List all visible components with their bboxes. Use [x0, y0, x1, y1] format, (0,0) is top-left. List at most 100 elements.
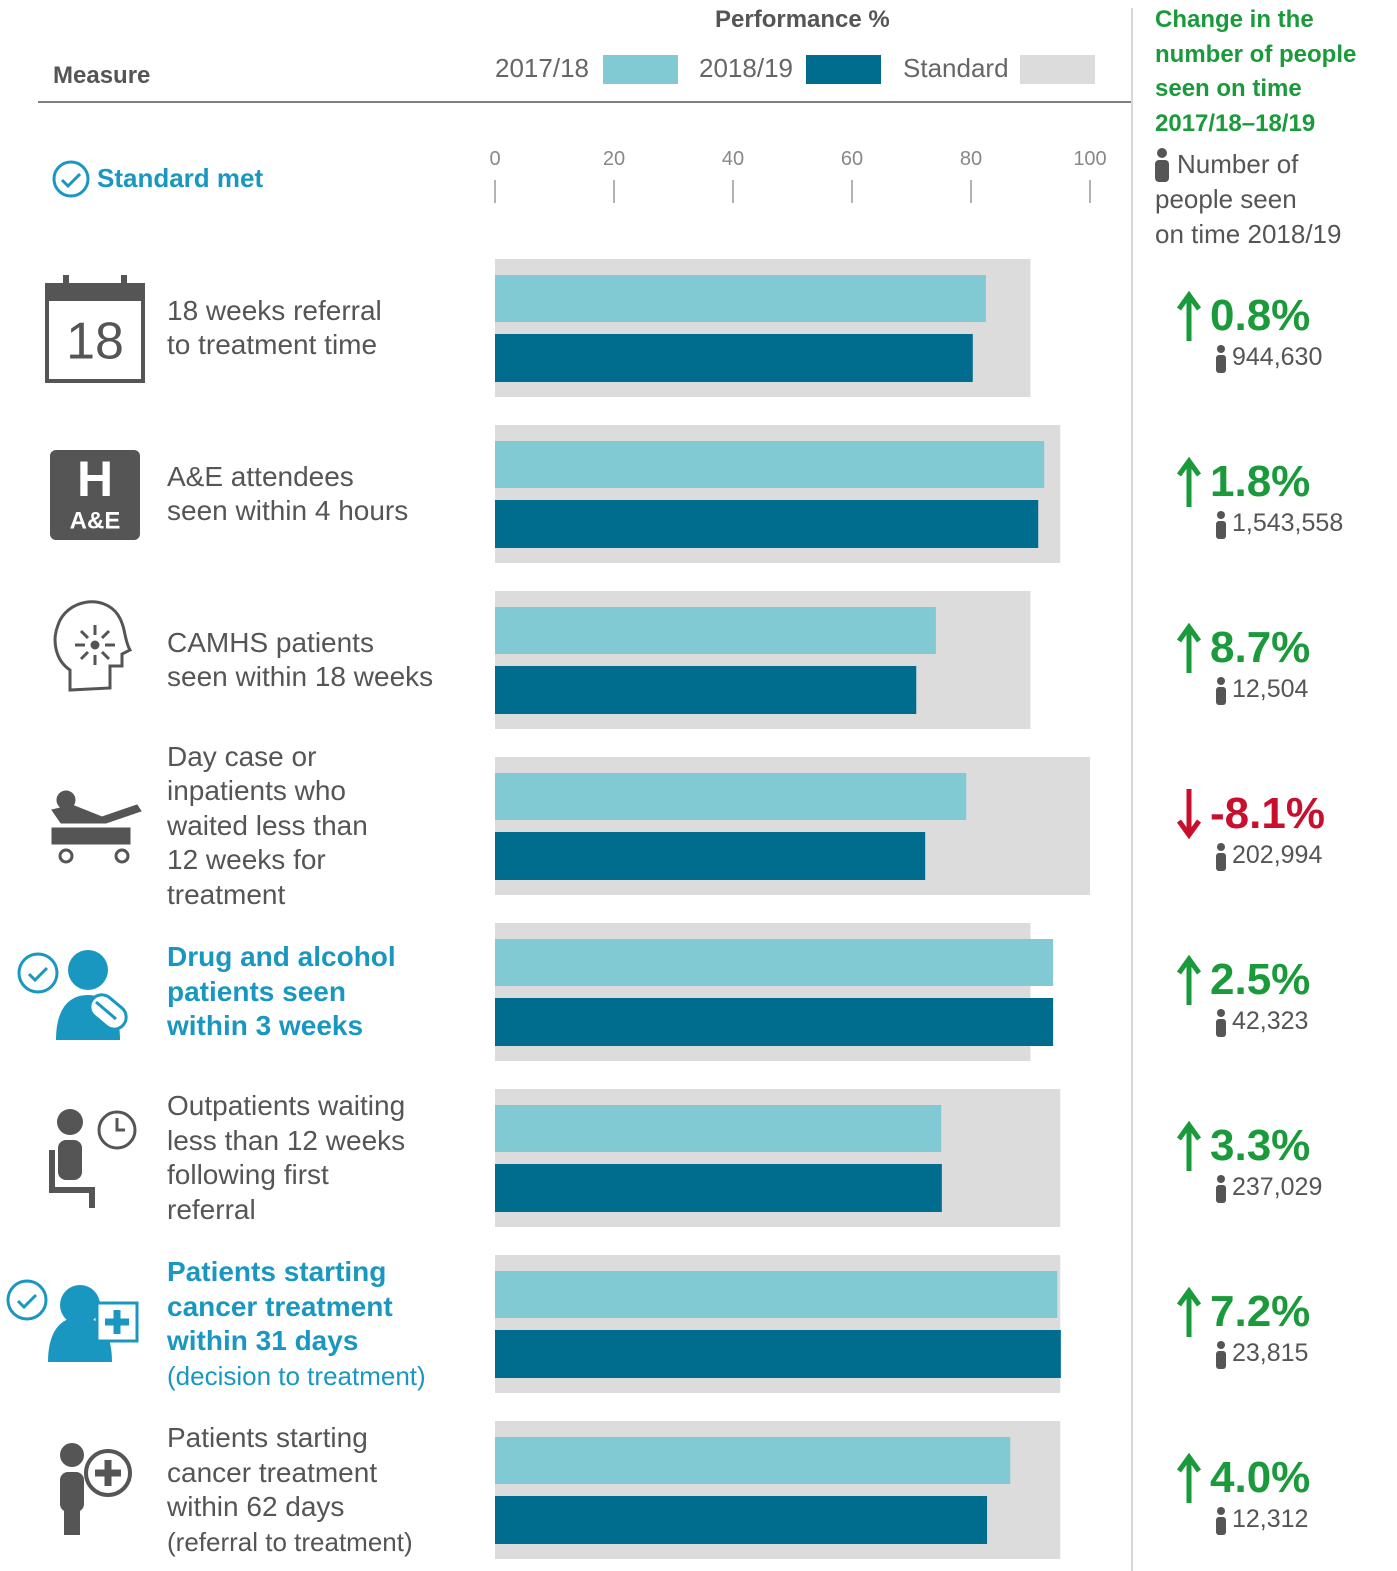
change-arrow — [1176, 622, 1202, 673]
bed-icon — [51, 790, 142, 864]
person-icon — [1216, 677, 1226, 705]
category-block: Day case or inpatients who waited less t… — [167, 726, 487, 926]
standard-met-check — [27, 966, 49, 983]
category-block: A&E attendees seen within 4 hours — [167, 394, 487, 594]
change-value: 4.0% — [1210, 1453, 1311, 1502]
outpatient-icon — [49, 1109, 137, 1208]
change-subtitle: Number of people seen on time 2018/19 — [1155, 149, 1342, 249]
head-icon — [53, 600, 133, 692]
standard-met-icon — [52, 160, 90, 198]
change-arrow — [1176, 456, 1202, 507]
x-tick-label: 0 — [489, 148, 501, 170]
category-label: A&E attendees seen within 4 hours — [167, 460, 409, 527]
change-title: Change in the number of people seen on t… — [1155, 6, 1357, 137]
category-block: 18 weeks referral to treatment time — [167, 228, 487, 428]
bar — [495, 773, 967, 820]
x-tick-label: 20 — [602, 148, 626, 170]
person-icon — [1155, 148, 1169, 182]
standard-met-check — [6, 1279, 48, 1321]
x-tick-label: 60 — [840, 148, 864, 170]
bar — [495, 1271, 1058, 1318]
category-label: Patients starting cancer treatment withi… — [167, 1256, 393, 1357]
category-header: Measure — [53, 62, 151, 89]
bar — [495, 939, 1054, 986]
category-note: (decision to treatment) — [167, 1360, 426, 1391]
count-value: 42,323 — [1232, 1007, 1309, 1035]
standard-met-check — [17, 952, 59, 994]
person-icon — [1216, 511, 1226, 539]
change-value: -8.1% — [1210, 789, 1325, 838]
change-value: 7.2% — [1210, 1287, 1311, 1336]
hospital-icon-text: H — [77, 451, 113, 507]
change-arrow — [1176, 290, 1202, 341]
bar — [495, 832, 926, 880]
category-block: Patients starting cancer treatment withi… — [167, 1224, 487, 1424]
count-value: 1,543,558 — [1232, 509, 1344, 537]
legend-swatch — [806, 55, 881, 84]
cancer-62-icon — [60, 1443, 132, 1535]
standard-met-label: Standard met — [97, 163, 264, 193]
person-icon — [1216, 345, 1226, 373]
bar — [495, 1105, 942, 1152]
bar — [495, 1164, 942, 1212]
hospital-icon: H A&E — [50, 450, 140, 540]
legend-swatch — [603, 55, 678, 84]
bar — [495, 334, 973, 382]
bar — [495, 1437, 1011, 1484]
x-tick-label: 80 — [959, 148, 983, 170]
count-value: 202,994 — [1232, 841, 1323, 869]
category-note: (referral to treatment) — [167, 1526, 413, 1557]
change-arrow — [1176, 1286, 1202, 1337]
legend-swatch — [1020, 55, 1095, 84]
standard-met-check — [16, 1293, 38, 1310]
category-block: Patients starting cancer treatment withi… — [167, 1390, 487, 1571]
change-arrow — [1176, 789, 1202, 840]
category-label: 18 weeks referral to treatment time — [167, 294, 382, 361]
count-value: 944,630 — [1232, 343, 1323, 371]
change-value: 8.7% — [1210, 623, 1311, 672]
person-icon — [1216, 1175, 1226, 1203]
hospital-icon-subtext: A&E — [70, 507, 121, 534]
category-label: Outpatients waiting less than 12 weeks f… — [167, 1090, 406, 1225]
category-label: Drug and alcohol patients seen within 3 … — [167, 941, 396, 1042]
count-value: 237,029 — [1232, 1173, 1323, 1201]
person-icon — [1216, 1507, 1226, 1535]
legend-label: Standard — [903, 53, 1009, 83]
bar — [495, 1496, 988, 1544]
bar — [495, 500, 1039, 548]
bar — [495, 607, 936, 654]
cancer-31-icon — [48, 1285, 139, 1362]
person-icon — [1216, 843, 1226, 871]
change-value: 0.8% — [1210, 291, 1311, 340]
category-block: Outpatients waiting less than 12 weeks f… — [167, 1058, 487, 1258]
change-value: 3.3% — [1210, 1121, 1311, 1170]
person-icon — [1216, 1341, 1226, 1369]
change-arrow — [1176, 954, 1202, 1005]
person-icon — [1216, 1009, 1226, 1037]
count-value: 12,312 — [1232, 1505, 1309, 1533]
category-block: Drug and alcohol patients seen within 3 … — [167, 892, 487, 1092]
change-value: 1.8% — [1210, 457, 1311, 506]
change-arrow — [1176, 1452, 1202, 1503]
bar — [495, 441, 1045, 488]
chart-title: Performance % — [715, 6, 890, 33]
calendar-icon: 18 — [45, 275, 145, 383]
legend-label: 2017/18 — [495, 53, 589, 83]
category-block: CAMHS patients seen within 18 weeks — [167, 560, 487, 760]
count-value: 12,504 — [1232, 675, 1309, 703]
category-label: Day case or inpatients who waited less t… — [167, 740, 368, 910]
drug-alcohol-icon — [56, 950, 128, 1040]
x-tick-label: 40 — [721, 148, 745, 170]
change-arrow — [1176, 1120, 1202, 1171]
legend-label: 2018/19 — [699, 53, 793, 83]
calendar-icon-text: 18 — [66, 313, 124, 371]
category-label: Patients starting cancer treatment withi… — [167, 1422, 378, 1523]
change-value: 2.5% — [1210, 955, 1311, 1004]
bar — [495, 666, 917, 714]
bar — [495, 1330, 1061, 1378]
x-tick-label: 100 — [1073, 148, 1107, 170]
bar — [495, 275, 986, 322]
bar — [495, 998, 1054, 1046]
